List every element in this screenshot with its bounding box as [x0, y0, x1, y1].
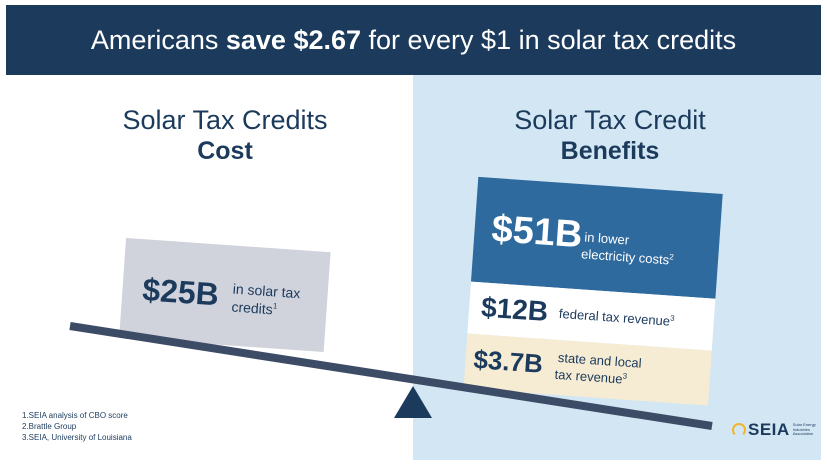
title-bar: Americans save $2.67 for every $1 in sol…	[6, 5, 821, 75]
fulcrum-triangle	[394, 386, 432, 418]
cost-box: $25B in solar tax credits1	[119, 237, 331, 353]
benefits-heading-title: Solar Tax Credit	[514, 105, 706, 135]
benefit-box-federal	[467, 281, 716, 351]
footnote-2: 2.Brattle Group	[22, 422, 77, 432]
cost-footnote-ref: 1	[273, 301, 279, 310]
cost-desc-line2: credits	[231, 298, 273, 317]
footnote-3: 3.SEIA, University of Louisiana	[22, 433, 132, 443]
benefit-ref-state: 3	[622, 371, 628, 380]
seia-tagline: Solar Energy Industries Association	[792, 422, 816, 437]
benefit-ref-federal: 3	[670, 314, 676, 323]
svg-text:tax revenue3: tax revenue3	[554, 367, 628, 387]
cost-desc-line1: in solar tax	[232, 281, 301, 302]
benefit-box-electricity	[470, 176, 723, 299]
benefit-amount-state: $3.7B	[473, 344, 544, 379]
benefits-stack: $51B in lower electricity costs2 $12B fe…	[463, 176, 723, 406]
svg-text:electricity costs2: electricity costs2	[581, 246, 675, 267]
benefits-heading-sub: Benefits	[560, 137, 660, 166]
footnotes: 1.SEIA analysis of CBO score 2.Brattle G…	[22, 410, 132, 444]
footnote-1: 1.SEIA analysis of CBO score	[22, 411, 128, 420]
cost-heading: Solar Tax Credits Cost	[90, 104, 360, 166]
seesaw-beam	[69, 322, 713, 430]
cost-amount: $25B	[141, 271, 220, 312]
seia-sun-icon	[732, 423, 746, 437]
seia-wordmark: SEIA	[748, 420, 790, 439]
benefit-amount-electricity: $51B	[490, 208, 584, 256]
benefit-desc-state-1: state and local	[557, 350, 642, 371]
benefit-box-state	[463, 333, 712, 406]
seia-logo: SEIA Solar Energy Industries Association	[732, 420, 819, 440]
benefit-desc-electricity-1: in lower	[584, 229, 630, 247]
benefit-ref-electricity: 2	[669, 252, 675, 261]
cost-heading-title: Solar Tax Credits	[122, 105, 328, 135]
benefit-amount-federal: $12B	[480, 291, 549, 327]
svg-text:credits1: credits1	[231, 298, 278, 317]
headline: Americans save $2.67 for every $1 in sol…	[90, 24, 737, 55]
benefit-desc-electricity-2: electricity costs	[581, 246, 670, 267]
cost-heading-sub: Cost	[197, 137, 253, 166]
benefit-desc-state-2: tax revenue	[554, 367, 623, 387]
benefits-heading: Solar Tax Credit Benefits	[470, 104, 750, 166]
